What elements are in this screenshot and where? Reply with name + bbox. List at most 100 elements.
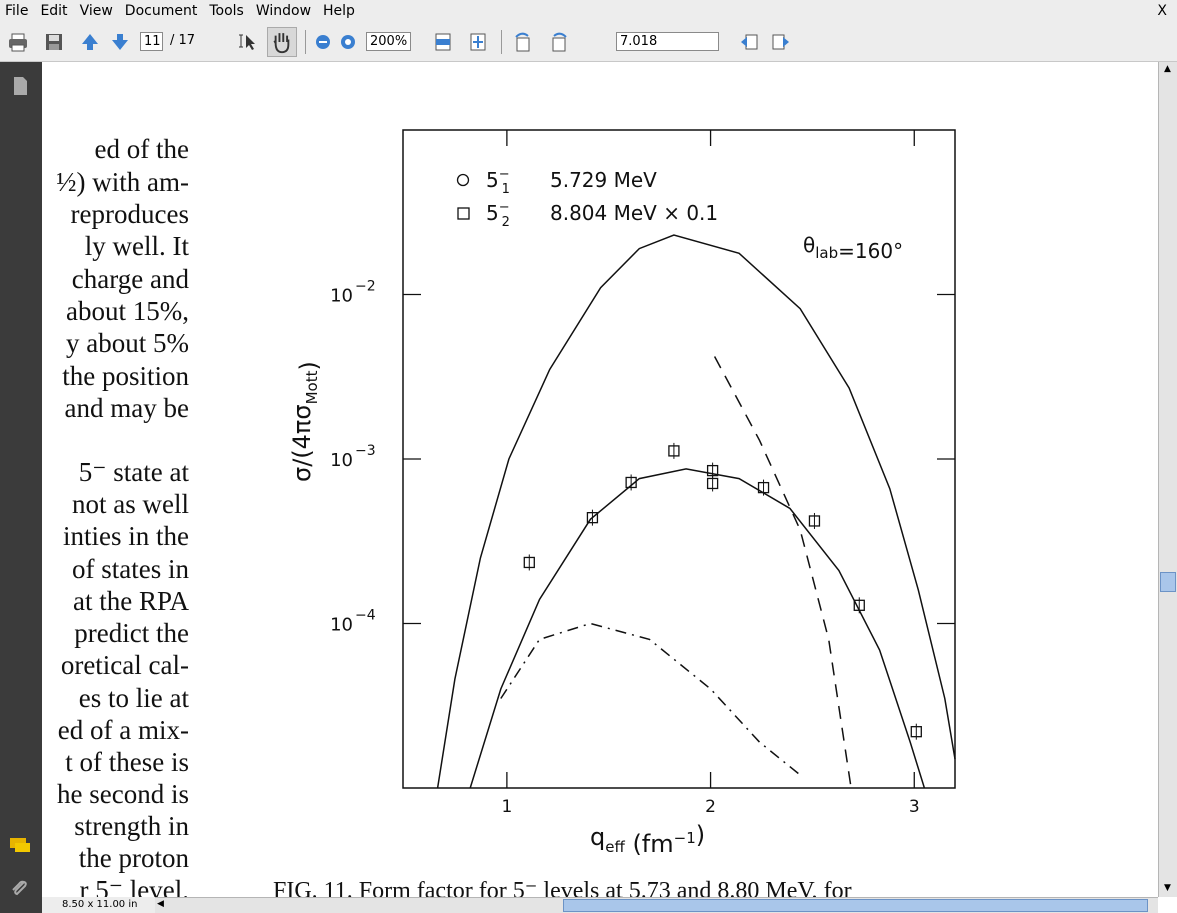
legend-energy: 8.804 MeV × 0.1 bbox=[550, 201, 718, 225]
menu-item[interactable]: Tools bbox=[209, 3, 244, 19]
text-line: not as well bbox=[72, 489, 189, 519]
toolbar: 11 / 17 200% 7.018 bbox=[0, 22, 1177, 62]
curve bbox=[500, 622, 801, 776]
x-axis-label-part: eff bbox=[605, 838, 625, 856]
menu-bar: X File Edit View Document Tools Window Help bbox=[0, 0, 1177, 22]
rotate-left-button[interactable] bbox=[512, 31, 534, 53]
text-line: and may be bbox=[64, 393, 189, 423]
y-tick-exponent: −3 bbox=[355, 443, 376, 459]
text-line: reproduces bbox=[70, 199, 189, 229]
text-line: r 5⁻ level. bbox=[79, 875, 189, 897]
sidebar bbox=[0, 62, 42, 913]
y-tick-label: 10 bbox=[330, 450, 353, 471]
scroll-up-arrow[interactable]: ▲ bbox=[1164, 64, 1171, 74]
text-line: ed of a mix- bbox=[57, 715, 189, 745]
legend-sub: 1 bbox=[502, 182, 510, 197]
x-tick-label: 2 bbox=[705, 797, 716, 817]
zoom-in-button[interactable] bbox=[337, 31, 359, 53]
text-line: inties in the bbox=[63, 521, 189, 551]
text-line: he second is bbox=[57, 779, 189, 809]
annotations-button[interactable] bbox=[8, 835, 32, 857]
legend-sup: − bbox=[499, 167, 510, 182]
menu-item[interactable]: Help bbox=[323, 3, 355, 19]
x-tick-label: 3 bbox=[909, 797, 920, 817]
separator bbox=[501, 30, 502, 54]
menu-item[interactable]: File bbox=[5, 3, 29, 19]
x-axis-label-part: q bbox=[590, 823, 605, 851]
close-button[interactable]: X bbox=[1157, 3, 1167, 19]
legend-state: 5 bbox=[486, 168, 499, 192]
zoom-select[interactable]: 200% bbox=[366, 32, 411, 51]
horizontal-scrollbar[interactable]: ◀ bbox=[155, 897, 1158, 913]
scroll-down-arrow[interactable]: ▼ bbox=[1164, 883, 1171, 893]
menu-item[interactable]: Edit bbox=[40, 3, 68, 19]
text-line: oretical cal- bbox=[60, 650, 189, 680]
annotation-part: lab bbox=[815, 244, 838, 262]
x-axis-label-part: ) bbox=[696, 821, 705, 849]
page-size-status: 8.50 x 11.00 in bbox=[42, 897, 155, 913]
text-line: at the RPA bbox=[72, 586, 189, 616]
legend-state: 5 bbox=[486, 201, 499, 225]
text-line: 5⁻ state at bbox=[78, 457, 189, 487]
scroll-thumb[interactable] bbox=[563, 899, 1148, 912]
next-page-button[interactable] bbox=[109, 31, 131, 53]
fit-page-button[interactable] bbox=[467, 31, 489, 53]
find-next-button[interactable] bbox=[770, 31, 792, 53]
attachments-button[interactable] bbox=[9, 877, 31, 899]
vertical-scrollbar[interactable]: ▲ ▼ bbox=[1158, 62, 1177, 897]
text-line: ly well. It bbox=[84, 231, 189, 261]
y-tick-exponent: −2 bbox=[355, 279, 376, 295]
curve bbox=[713, 356, 852, 789]
annotation-part: =160° bbox=[838, 239, 903, 263]
page-number-input[interactable]: 11 bbox=[140, 32, 163, 51]
x-axis-label-part: −1 bbox=[674, 829, 696, 847]
x-axis-label: qeff (fm−1) bbox=[590, 821, 705, 858]
page-total: / 17 bbox=[170, 33, 196, 48]
y-tick-exponent: −4 bbox=[355, 608, 376, 624]
scroll-left-arrow[interactable]: ◀ bbox=[157, 899, 164, 909]
legend-sub: 2 bbox=[502, 215, 510, 230]
text-line: of states in bbox=[72, 554, 189, 584]
curve bbox=[469, 468, 926, 789]
save-button[interactable] bbox=[43, 31, 65, 53]
print-button[interactable] bbox=[7, 31, 29, 53]
find-previous-button[interactable] bbox=[738, 31, 760, 53]
y-axis-label-part: Mott bbox=[303, 370, 321, 404]
previous-page-button[interactable] bbox=[79, 31, 101, 53]
menu-item[interactable]: Window bbox=[255, 3, 312, 19]
curve bbox=[436, 234, 956, 789]
x-axis-label-part: (fm bbox=[625, 830, 674, 858]
search-input[interactable]: 7.018 bbox=[616, 32, 719, 51]
rotate-right-button[interactable] bbox=[548, 31, 570, 53]
separator bbox=[305, 30, 306, 54]
figure-caption: FIG. 11. Form factor for 5⁻ levels at 5.… bbox=[273, 878, 852, 897]
hand-tool-button[interactable] bbox=[267, 27, 297, 57]
y-axis-label: σ/(4πσMott) bbox=[288, 361, 323, 482]
menu-item[interactable]: View bbox=[79, 3, 113, 19]
text-line: strength in bbox=[74, 811, 189, 841]
legend-circle bbox=[456, 173, 470, 187]
text-line: ed of the bbox=[94, 134, 189, 164]
y-axis-label-part: σ/(4πσ bbox=[288, 404, 316, 482]
legend-energy: 5.729 MeV bbox=[550, 168, 657, 192]
annotation: θlab=160° bbox=[803, 233, 903, 263]
text-line: the position bbox=[62, 361, 189, 391]
legend-sup: − bbox=[499, 200, 510, 215]
thumbnails-button[interactable] bbox=[9, 75, 31, 97]
scroll-thumb[interactable] bbox=[1160, 572, 1176, 592]
fit-width-button[interactable] bbox=[432, 31, 454, 53]
zoom-out-button[interactable] bbox=[312, 31, 334, 53]
text-line: charge and bbox=[71, 264, 189, 294]
plot-frame bbox=[402, 129, 956, 789]
menu-item[interactable]: Document bbox=[124, 3, 198, 19]
text-line: the proton bbox=[78, 843, 189, 873]
text-line: t of these is bbox=[65, 747, 189, 777]
select-tool-button[interactable] bbox=[237, 31, 259, 53]
text-line: predict the bbox=[74, 618, 189, 648]
text-line: es to lie at bbox=[78, 683, 189, 713]
x-tick-label: 1 bbox=[501, 797, 512, 817]
legend-square bbox=[457, 207, 470, 220]
legend-label: 5− 1 bbox=[486, 167, 510, 197]
